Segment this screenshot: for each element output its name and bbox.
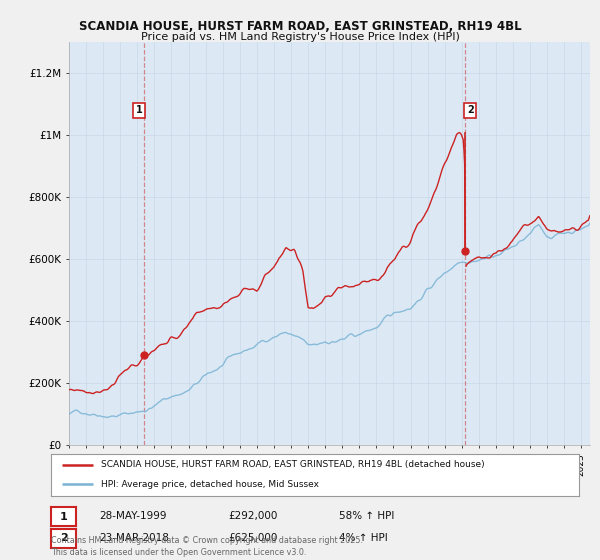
Text: £625,000: £625,000 xyxy=(228,533,277,543)
Text: SCANDIA HOUSE, HURST FARM ROAD, EAST GRINSTEAD, RH19 4BL: SCANDIA HOUSE, HURST FARM ROAD, EAST GRI… xyxy=(79,20,521,32)
Text: £292,000: £292,000 xyxy=(228,511,277,521)
Text: 58% ↑ HPI: 58% ↑ HPI xyxy=(339,511,394,521)
Text: 23-MAR-2018: 23-MAR-2018 xyxy=(99,533,169,543)
Text: HPI: Average price, detached house, Mid Sussex: HPI: Average price, detached house, Mid … xyxy=(101,480,319,489)
Text: Price paid vs. HM Land Registry's House Price Index (HPI): Price paid vs. HM Land Registry's House … xyxy=(140,32,460,43)
Text: 1: 1 xyxy=(136,105,142,115)
Text: 2: 2 xyxy=(60,533,67,543)
Text: 2: 2 xyxy=(467,105,473,115)
Text: Contains HM Land Registry data © Crown copyright and database right 2025.
This d: Contains HM Land Registry data © Crown c… xyxy=(51,536,363,557)
Text: 4% ↑ HPI: 4% ↑ HPI xyxy=(339,533,388,543)
Text: 28-MAY-1999: 28-MAY-1999 xyxy=(99,511,167,521)
Text: 1: 1 xyxy=(60,512,67,522)
Text: SCANDIA HOUSE, HURST FARM ROAD, EAST GRINSTEAD, RH19 4BL (detached house): SCANDIA HOUSE, HURST FARM ROAD, EAST GRI… xyxy=(101,460,485,469)
